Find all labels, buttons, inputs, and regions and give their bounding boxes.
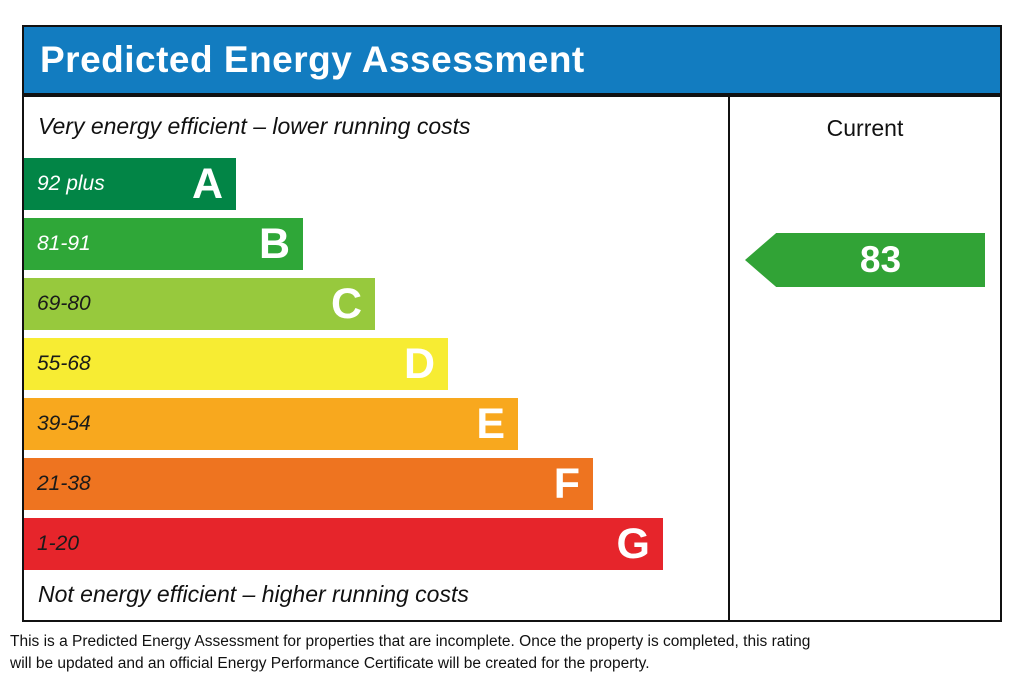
band-row: 69-80 C [24, 278, 375, 330]
ratings-column: Very energy efficient – lower running co… [24, 97, 730, 620]
title-bar: Predicted Energy Assessment [22, 25, 1002, 95]
current-column: Current 83 [730, 97, 1000, 620]
band-letter: E [476, 400, 505, 448]
band-row: 1-20 G [24, 518, 663, 570]
epc-chart: Very energy efficient – lower running co… [22, 95, 1002, 622]
top-note: Very energy efficient – lower running co… [38, 113, 471, 139]
band-row: 39-54 E [24, 398, 518, 450]
band-letter: F [553, 460, 580, 508]
current-column-header: Current [826, 115, 904, 141]
band-letter: C [330, 280, 362, 328]
current-rating-value: 83 [859, 239, 902, 280]
band-letter: G [616, 520, 650, 568]
band-range-label: 69-80 [37, 292, 91, 315]
band-letter: D [403, 340, 435, 388]
band-range-label: 92 plus [37, 172, 105, 195]
bottom-note: Not energy efficient – higher running co… [38, 581, 469, 607]
band-range-label: 21-38 [37, 472, 91, 495]
band-letter: A [191, 160, 223, 208]
rating-bands: 92 plus A 81-91 B 69-80 C 55-68 D 39-54 … [24, 158, 728, 578]
band-row: 81-91 B [24, 218, 303, 270]
band-row: 21-38 F [24, 458, 593, 510]
page-title: Predicted Energy Assessment [40, 39, 585, 80]
band-range-label: 81-91 [37, 232, 91, 255]
current-rating-arrow: 83 [745, 233, 985, 287]
band-range-label: 1-20 [37, 532, 80, 555]
footer-note: This is a Predicted Energy Assessment fo… [10, 633, 811, 672]
band-range-label: 39-54 [37, 412, 91, 435]
band-row: 55-68 D [24, 338, 448, 390]
band-range-label: 55-68 [37, 352, 91, 375]
band-row: 92 plus A [24, 158, 236, 210]
band-letter: B [258, 220, 290, 268]
